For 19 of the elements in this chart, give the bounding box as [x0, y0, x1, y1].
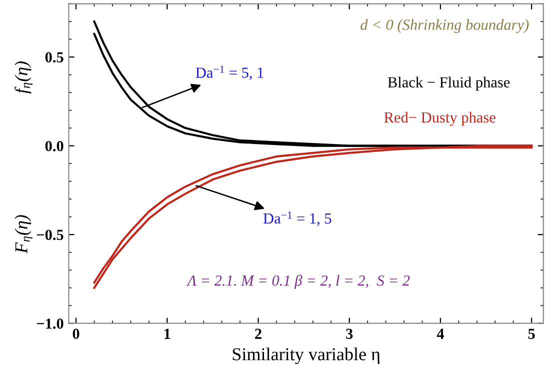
- y-tick-label: −0.5: [36, 230, 64, 240]
- annotation: Black − Fluid phase: [388, 76, 510, 91]
- y-tick-label: 0.0: [45, 140, 64, 152]
- y-tick-label: 0.5: [45, 52, 64, 63]
- annotation: Λ = 2.1. M = 0.1 β = 2, l = 2, S = 2: [186, 274, 410, 289]
- annotation: d < 0 (Shrinking boundary): [360, 19, 529, 34]
- text: F$_{η}$(η): [14, 215, 32, 254]
- x-axis-title: Similarity variable η: [232, 348, 380, 364]
- y-tick-label: −1.0: [36, 318, 64, 329]
- x-tick-label: 5: [528, 328, 535, 339]
- annotation: Da$^{−1}$ = 5, 1: [196, 66, 264, 80]
- x-tick-label: 2: [255, 328, 262, 339]
- x-tick-label: 1: [164, 328, 170, 339]
- x-tick-label: 3: [346, 328, 353, 339]
- y-axis-title: f$_{η}$(η): [14, 61, 33, 94]
- x-tick-label: 0: [72, 328, 80, 339]
- annotation: Red− Dusty phase: [384, 112, 496, 126]
- x-tick-label: 4: [436, 328, 444, 339]
- annotation: Da$^{−1}$ = 1, 5: [263, 212, 332, 226]
